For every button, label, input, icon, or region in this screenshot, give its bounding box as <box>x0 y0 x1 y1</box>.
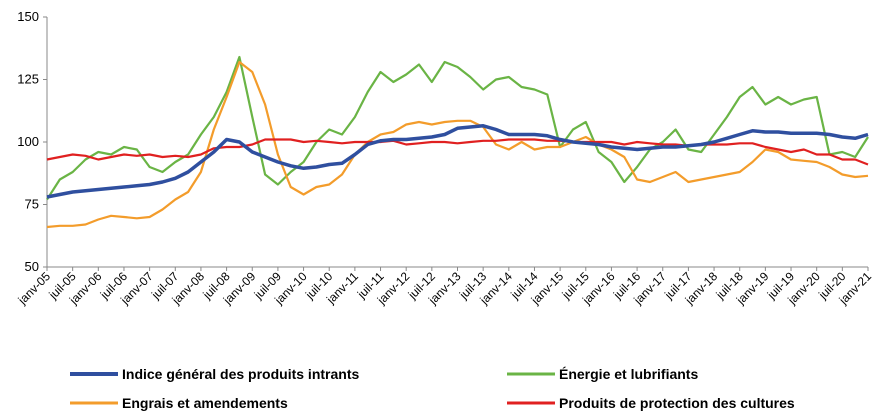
series-line <box>46 60 869 229</box>
x-tick-label: janv-05 <box>15 269 54 308</box>
y-tick-label: 100 <box>17 134 39 149</box>
y-tick-label: 150 <box>17 9 39 24</box>
legend-label: Indice général des produits intrants <box>122 366 359 382</box>
y-tick-label: 125 <box>17 72 39 87</box>
series-line <box>46 138 869 166</box>
legend-label: Produits de protection des cultures <box>559 395 795 411</box>
y-tick-label: 75 <box>25 197 39 212</box>
legend-label: Énergie et lubrifiants <box>559 366 698 382</box>
series-line <box>46 124 869 199</box>
y-tick-label: 50 <box>25 259 39 274</box>
legend: Indice général des produits intrants Éner… <box>70 366 795 411</box>
legend-label: Engrais et amendements <box>122 395 288 411</box>
